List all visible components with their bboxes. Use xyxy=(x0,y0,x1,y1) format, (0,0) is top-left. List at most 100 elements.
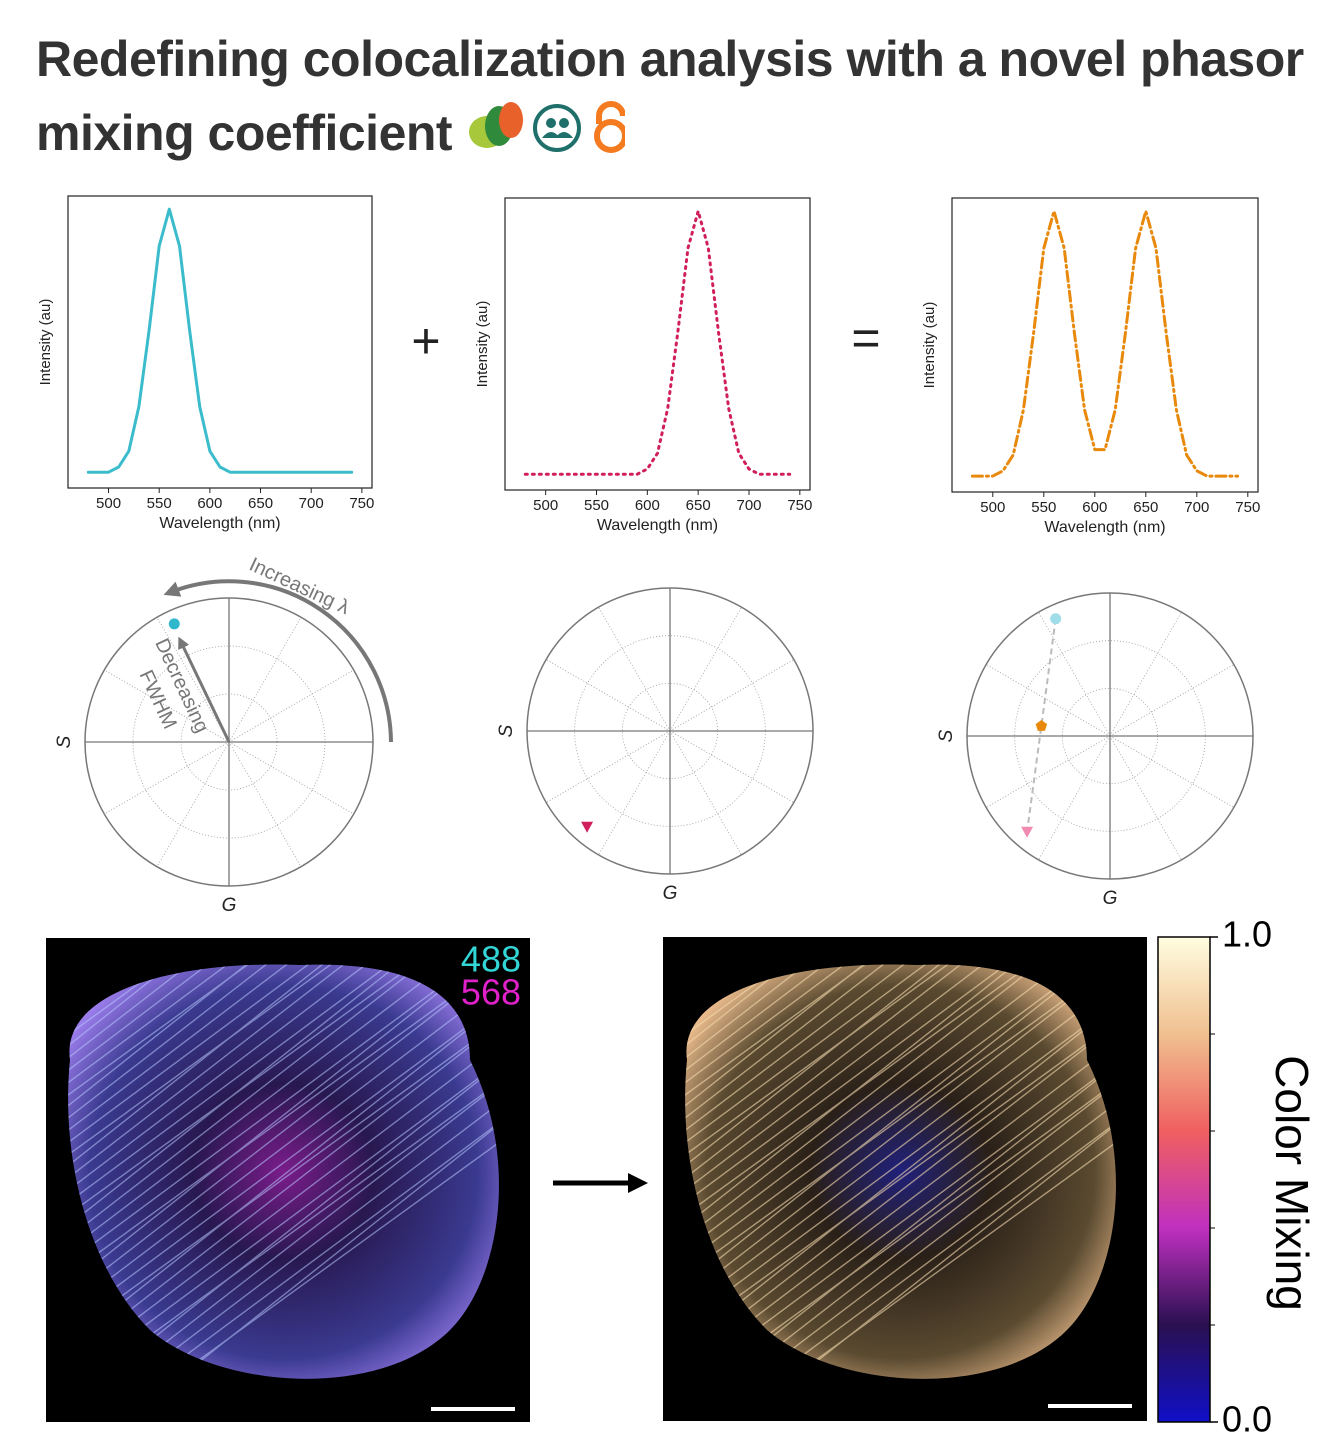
x-tick-label: 700 xyxy=(736,497,761,514)
fiber xyxy=(68,964,499,1217)
fiber xyxy=(68,964,499,1061)
fiber xyxy=(685,964,1116,989)
x-axis-label: Wavelength (nm) xyxy=(597,517,718,534)
phasor-point xyxy=(1035,719,1048,731)
plot-frame xyxy=(504,197,811,491)
x-tick-label: 600 xyxy=(197,495,222,512)
fiber xyxy=(685,964,1116,977)
x-tick-label: 500 xyxy=(96,495,121,512)
spectrum-line xyxy=(86,207,354,474)
fiber xyxy=(68,979,499,1337)
fiber xyxy=(68,964,499,1073)
fiber xyxy=(685,964,1116,965)
phasor-point xyxy=(1021,826,1034,838)
fiber xyxy=(685,964,1116,1157)
polar-grid xyxy=(598,730,671,856)
spectrum-line xyxy=(523,209,792,476)
operator: + xyxy=(411,313,440,369)
unit-circle xyxy=(84,597,374,887)
fiber xyxy=(685,979,1116,1361)
fiber xyxy=(685,964,1116,1193)
icon-open-access xyxy=(596,101,627,124)
fiber xyxy=(68,964,499,965)
polar-grid xyxy=(1109,735,1235,808)
fiber xyxy=(50,580,530,952)
fiber xyxy=(685,1119,1116,1379)
channel-label: 568 xyxy=(461,972,521,1013)
polar-grid xyxy=(669,730,742,856)
plot-frame xyxy=(951,197,1259,493)
fiber xyxy=(68,964,499,1241)
fiber xyxy=(68,964,499,1169)
y-axis-label: S xyxy=(54,735,75,748)
colorbar-tick-label: 0.0 xyxy=(1222,1399,1272,1440)
x-axis-label: G xyxy=(222,895,237,916)
phasor-point xyxy=(581,821,594,833)
spectrum-line xyxy=(970,209,1240,478)
fiber xyxy=(685,964,1116,1325)
fiber xyxy=(685,964,1116,1085)
fiber xyxy=(685,1099,1116,1379)
fiber xyxy=(68,964,499,1109)
x-axis-label: Wavelength (nm) xyxy=(1044,519,1165,536)
title-text: Redefining colocalization analysis with … xyxy=(36,31,1304,161)
fiber xyxy=(68,964,499,1205)
polar-grid xyxy=(985,735,1111,808)
x-axis-label: G xyxy=(1103,888,1118,909)
fiber xyxy=(68,1119,499,1379)
polar-grid xyxy=(1109,664,1235,737)
x-tick-label: 550 xyxy=(1031,499,1056,516)
fiber xyxy=(685,1099,1116,1379)
fiber xyxy=(68,964,499,1157)
polar-grid xyxy=(669,730,795,803)
fiber xyxy=(685,964,1116,1169)
fiber xyxy=(685,964,1116,1109)
icon-community xyxy=(546,118,557,128)
polar-grid xyxy=(156,741,230,867)
y-axis-label: S xyxy=(936,729,957,742)
fiber xyxy=(685,964,1116,1097)
fiber xyxy=(68,964,499,1265)
y-axis-label: Intensity (au) xyxy=(474,301,491,388)
fiber xyxy=(68,964,499,1193)
operator: = xyxy=(851,310,880,366)
article-title: Redefining colocalization analysis with … xyxy=(36,22,1326,170)
annotation-arrow xyxy=(163,579,393,743)
fiber xyxy=(685,964,1116,1145)
polar-grid xyxy=(545,659,671,732)
x-tick-label: 700 xyxy=(1184,499,1209,516)
fiber xyxy=(685,964,1116,1253)
x-axis-label: G xyxy=(663,883,678,904)
fiber xyxy=(685,964,1116,1073)
phasor-point xyxy=(1050,613,1062,625)
polar-grid xyxy=(985,664,1111,737)
icon-community xyxy=(542,132,574,138)
fiber xyxy=(685,964,1116,1121)
x-tick-label: 550 xyxy=(147,495,172,512)
fiber xyxy=(685,964,1116,1229)
polar-grid xyxy=(1038,735,1111,861)
fiber xyxy=(685,964,1116,1265)
fiber xyxy=(685,964,1116,1049)
x-tick-label: 750 xyxy=(349,495,374,512)
polar-grid xyxy=(228,741,302,867)
fiber xyxy=(68,964,499,989)
polar-grid xyxy=(228,617,302,743)
fiber xyxy=(68,964,499,1229)
fiber xyxy=(68,964,499,1145)
polar-grid xyxy=(228,741,354,815)
polar-grid xyxy=(228,669,354,743)
y-axis-label: S xyxy=(496,724,517,737)
fiber xyxy=(685,999,1116,1349)
annotation-arrow xyxy=(178,636,231,743)
x-tick-label: 700 xyxy=(299,495,324,512)
x-tick-label: 650 xyxy=(686,497,711,514)
polar-grid xyxy=(669,606,742,732)
icon-community xyxy=(559,118,570,128)
fiber xyxy=(685,964,1116,1241)
fiber xyxy=(68,964,499,1049)
unit-circle xyxy=(966,592,1254,880)
fiber xyxy=(68,999,499,1349)
